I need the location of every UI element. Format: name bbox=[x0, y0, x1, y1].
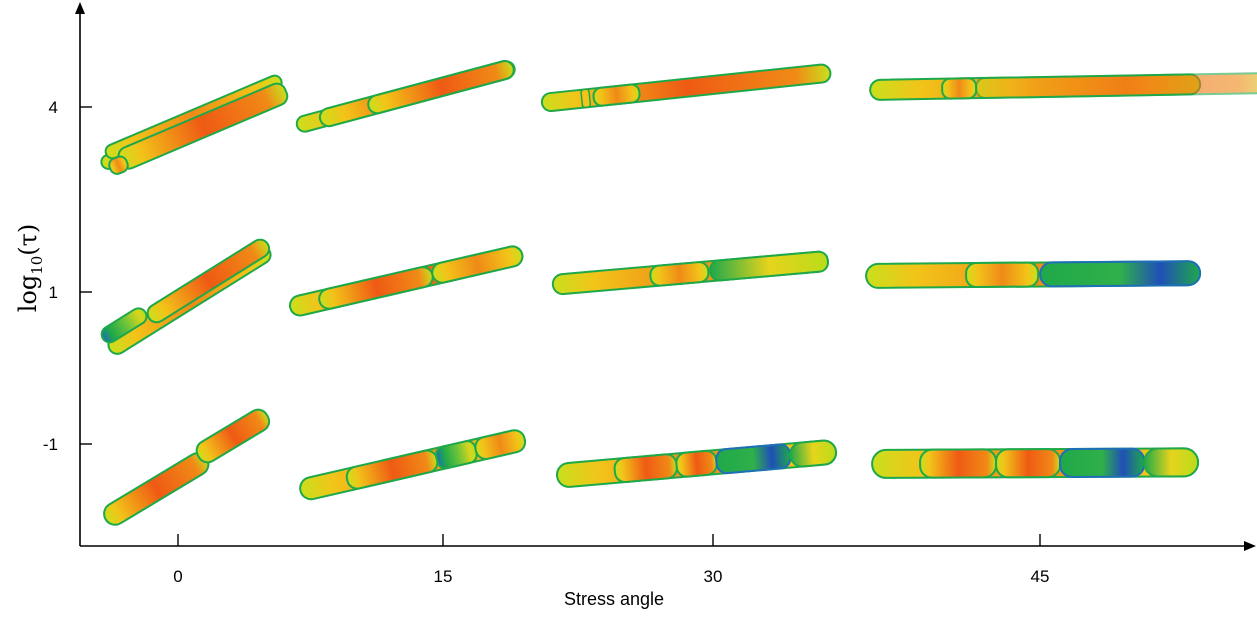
x-tick-label: 15 bbox=[434, 567, 453, 586]
x-tick-label: 45 bbox=[1031, 567, 1050, 586]
y-axis-title-sub: 10 bbox=[28, 256, 46, 275]
cell-stack-r1-a45 bbox=[865, 260, 1202, 289]
cell-stack-r4-a15 bbox=[295, 60, 516, 133]
cell-stack-r-1-a30 bbox=[556, 439, 838, 488]
cell-stack-r-1-a0 bbox=[103, 408, 271, 526]
y-axis-title: log10(τ) bbox=[14, 224, 46, 313]
cell-stack-r4-a30 bbox=[540, 63, 832, 113]
y-axis-title-text: log10(τ) bbox=[14, 224, 46, 313]
y-axis-title-log: log bbox=[14, 275, 42, 313]
cell-stack-r4-a0 bbox=[100, 74, 289, 175]
y-axis-title-arg: (τ) bbox=[14, 224, 42, 256]
cell-stack-r1-a15 bbox=[288, 245, 524, 317]
y-tick-label: 4 bbox=[49, 98, 58, 117]
y-tick-label: -1 bbox=[43, 435, 58, 454]
cell-stack-r-1-a45 bbox=[871, 447, 1200, 479]
y-ticks: 4 1 -1 bbox=[43, 98, 92, 454]
cell-stack-r-1-a15 bbox=[299, 429, 527, 501]
x-tick-label: 0 bbox=[173, 567, 182, 586]
x-axis-arrow bbox=[1244, 541, 1256, 551]
y-tick-label: 1 bbox=[49, 283, 58, 302]
y-axis-arrow bbox=[75, 2, 85, 14]
cell-stack-r4-a45 bbox=[869, 72, 1257, 101]
cell-stack-r1-a0 bbox=[100, 238, 272, 355]
cell-stack-r1-a30 bbox=[551, 250, 829, 296]
x-ticks: 0 15 30 45 bbox=[173, 534, 1049, 586]
x-axis-title: Stress angle bbox=[564, 589, 664, 609]
x-tick-label: 30 bbox=[704, 567, 723, 586]
